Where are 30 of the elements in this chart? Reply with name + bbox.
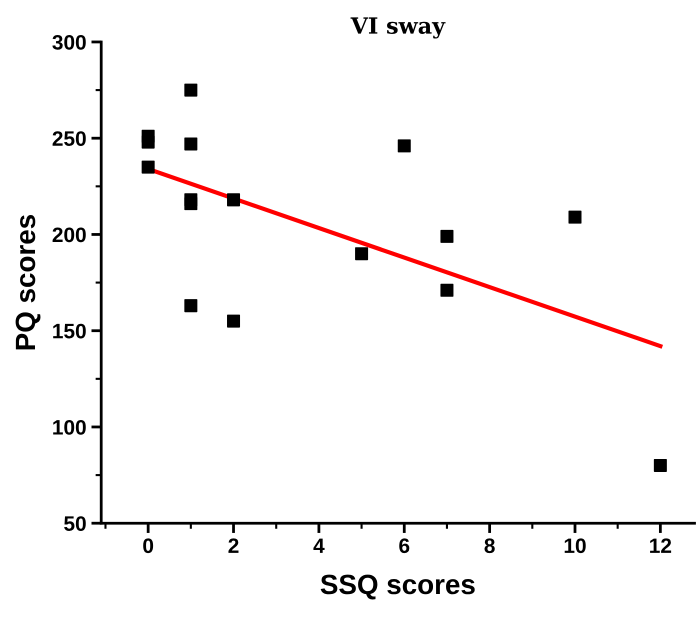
point (355, 247, 368, 260)
point (440, 230, 454, 243)
point (568, 210, 582, 224)
x-tick-label: 4 (313, 538, 325, 553)
y-tick-label: 200 (52, 227, 86, 242)
y-tick-label: 250 (52, 131, 86, 146)
chart-title: VI sway (350, 17, 446, 39)
y-tick-label: 300 (52, 34, 86, 50)
x-axis-title: SSQ scores (320, 574, 475, 600)
point (227, 314, 240, 328)
point (142, 160, 155, 174)
x-tick-label: 2 (228, 538, 238, 553)
point (398, 139, 411, 152)
point (440, 284, 454, 297)
x-tick-label: 12 (650, 538, 672, 553)
point (184, 137, 198, 150)
point (184, 84, 198, 97)
point (184, 197, 198, 210)
x-tick-label: 10 (564, 538, 586, 554)
y-tick-label: 100 (53, 420, 86, 435)
y-tick-label: 150 (53, 324, 86, 338)
y-axis-title: PQ scores (16, 215, 40, 350)
x-tick-label: 6 (399, 538, 410, 554)
point (654, 458, 667, 472)
x-tick-label: 0 (143, 538, 154, 554)
x-tick-label: 8 (484, 538, 495, 554)
point (184, 299, 198, 312)
point (142, 136, 155, 149)
point (227, 193, 240, 206)
y-tick-label: 50 (64, 516, 86, 531)
